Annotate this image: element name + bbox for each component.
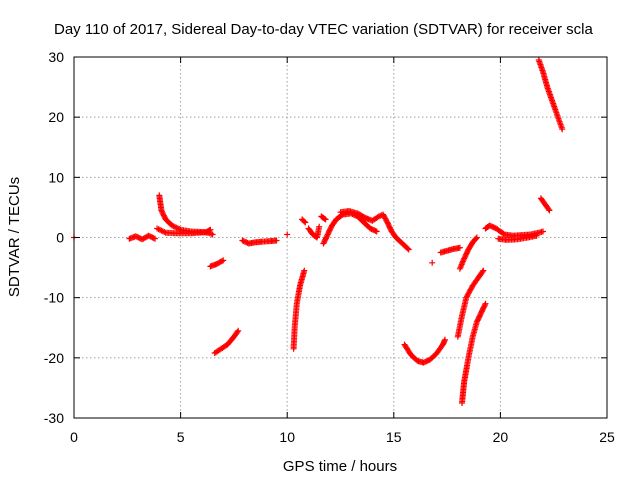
- data-point: [482, 300, 489, 307]
- x-tick-label: 5: [177, 429, 185, 445]
- y-tick-label: 0: [56, 230, 64, 246]
- data-point: [220, 257, 227, 264]
- y-axis-label: SDTVAR / TECUs: [6, 177, 23, 297]
- x-tick-label: 20: [493, 429, 509, 445]
- y-tick-label: -10: [44, 290, 64, 306]
- y-tick-label: 30: [48, 49, 64, 65]
- x-tick-label: 10: [279, 429, 295, 445]
- data-point: [284, 231, 291, 238]
- data-point: [540, 228, 546, 235]
- x-tick-label: 15: [386, 429, 402, 445]
- data-point: [480, 267, 487, 274]
- data-point: [405, 246, 412, 253]
- data-point: [273, 237, 280, 244]
- x-tick-label: 25: [599, 429, 615, 445]
- data-point: [473, 234, 480, 241]
- data-point: [209, 231, 216, 238]
- data-point: [301, 267, 308, 274]
- chart-title: Day 110 of 2017, Sidereal Day-to-day VTE…: [54, 21, 593, 38]
- data-point: [533, 232, 540, 239]
- data-point: [373, 228, 380, 235]
- data-point: [442, 336, 448, 343]
- data-point: [234, 329, 241, 335]
- y-tick-label: 20: [48, 109, 64, 125]
- data-point: [322, 216, 329, 223]
- axis-ticks: 0 5 10 15 20 25 -30 -20 -10 0 10 20 30: [44, 49, 615, 445]
- data-point: [301, 218, 308, 225]
- y-tick-label: -20: [44, 350, 64, 366]
- data-point: [546, 207, 553, 214]
- data-point: [316, 223, 323, 230]
- grid-lines: [74, 57, 607, 418]
- data-point: [302, 219, 309, 226]
- data-point: [473, 235, 480, 242]
- x-axis-label: GPS time / hours: [283, 458, 397, 475]
- data-point: [500, 230, 507, 237]
- data-point: [207, 226, 214, 233]
- y-tick-label: 10: [48, 169, 64, 185]
- x-tick-label: 0: [70, 429, 78, 445]
- data-point: [545, 206, 552, 213]
- data-series: [71, 57, 566, 406]
- data-point: [235, 327, 242, 334]
- data-point: [404, 245, 411, 252]
- data-point: [559, 126, 566, 133]
- data-point: [321, 215, 328, 222]
- data-point: [456, 244, 463, 251]
- data-point: [219, 258, 225, 265]
- data-point: [429, 259, 436, 266]
- data-point: [479, 268, 486, 275]
- y-tick-label: -30: [44, 410, 64, 426]
- data-point: [152, 235, 158, 242]
